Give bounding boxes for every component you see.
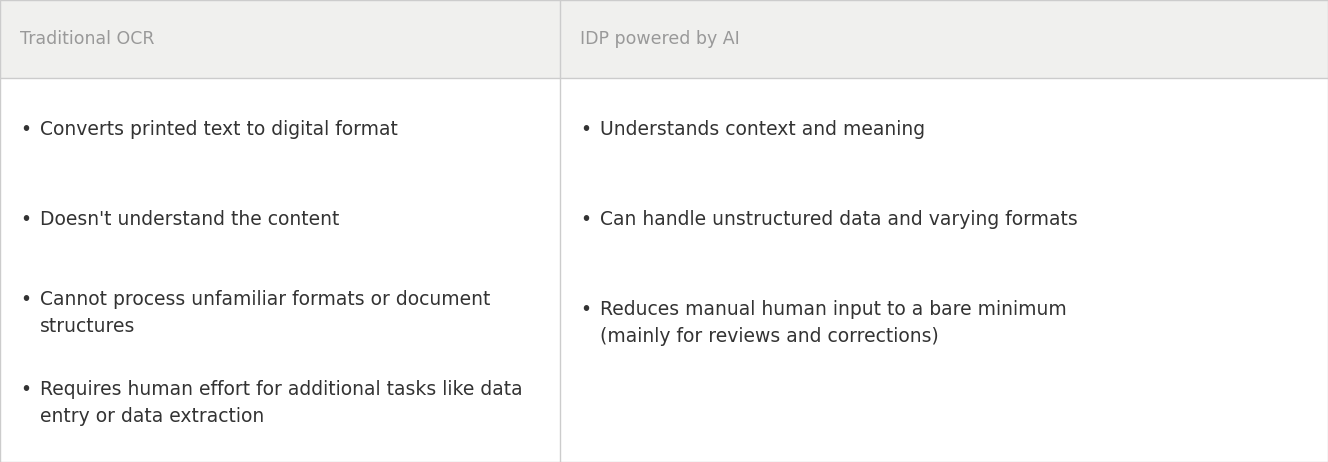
Text: •: • [20, 210, 31, 229]
Text: •: • [20, 120, 31, 139]
Text: Cannot process unfamiliar formats or document
structures: Cannot process unfamiliar formats or doc… [40, 290, 490, 335]
Text: Can handle unstructured data and varying formats: Can handle unstructured data and varying… [600, 210, 1078, 229]
Bar [0, 0, 1328, 78]
Text: Doesn't understand the content: Doesn't understand the content [40, 210, 340, 229]
Text: •: • [20, 380, 31, 399]
Text: Understands context and meaning: Understands context and meaning [600, 120, 926, 139]
Text: •: • [580, 210, 591, 229]
Text: Converts printed text to digital format: Converts printed text to digital format [40, 120, 398, 139]
Text: Traditional OCR: Traditional OCR [20, 30, 154, 48]
Text: •: • [580, 300, 591, 319]
Text: •: • [20, 290, 31, 309]
Text: IDP powered by AI: IDP powered by AI [580, 30, 740, 48]
Text: •: • [580, 120, 591, 139]
Text: Reduces manual human input to a bare minimum
(mainly for reviews and corrections: Reduces manual human input to a bare min… [600, 300, 1066, 346]
Text: Requires human effort for additional tasks like data
entry or data extraction: Requires human effort for additional tas… [40, 380, 523, 426]
